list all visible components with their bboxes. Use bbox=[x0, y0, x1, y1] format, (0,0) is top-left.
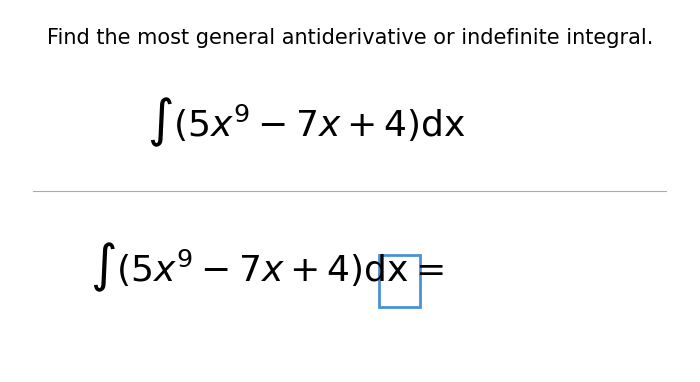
Text: Find the most general antiderivative or indefinite integral.: Find the most general antiderivative or … bbox=[47, 28, 653, 48]
Text: $\int\left(5x^{9}-7x+4\right)\mathrm{dx}=$: $\int\left(5x^{9}-7x+4\right)\mathrm{dx}… bbox=[90, 240, 444, 294]
Text: $\int\left(5x^{9}-7x+4\right)\mathrm{dx}$: $\int\left(5x^{9}-7x+4\right)\mathrm{dx}… bbox=[147, 96, 466, 149]
FancyBboxPatch shape bbox=[379, 256, 420, 307]
